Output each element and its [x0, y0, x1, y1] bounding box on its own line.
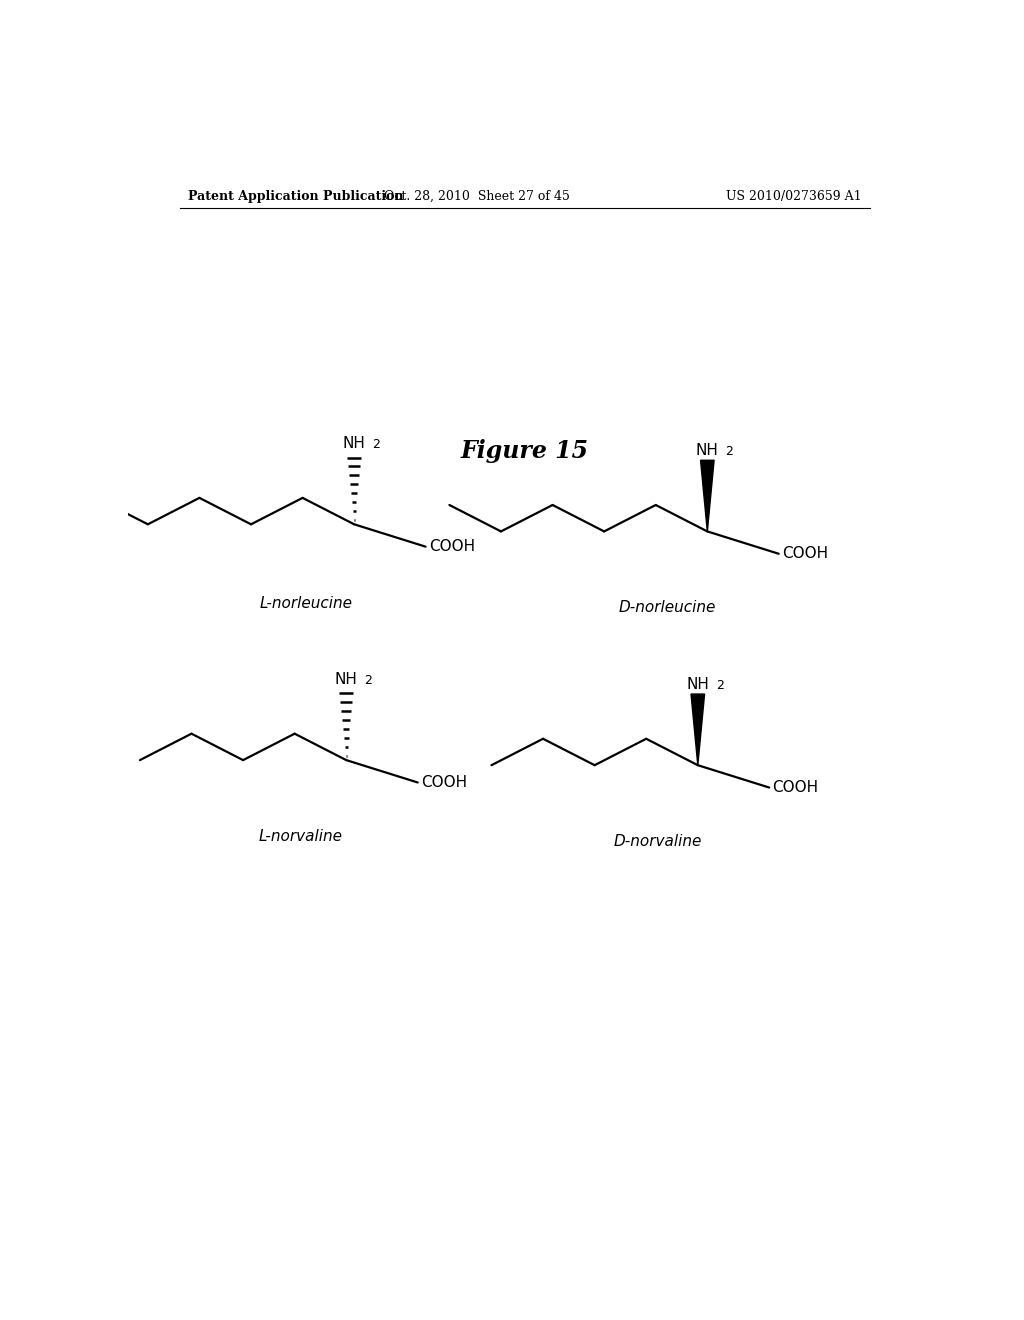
Text: COOH: COOH: [772, 780, 818, 795]
Text: L-norleucine: L-norleucine: [260, 597, 353, 611]
Text: 2: 2: [373, 438, 380, 451]
Text: US 2010/0273659 A1: US 2010/0273659 A1: [726, 190, 862, 202]
Text: 2: 2: [365, 675, 373, 686]
Text: COOH: COOH: [429, 539, 475, 554]
Polygon shape: [691, 694, 705, 766]
Text: D-norvaline: D-norvaline: [614, 834, 702, 849]
Text: NH: NH: [335, 672, 357, 686]
Text: L-norvaline: L-norvaline: [259, 829, 343, 843]
Text: NH: NH: [696, 444, 719, 458]
Text: COOH: COOH: [782, 546, 828, 561]
Text: COOH: COOH: [421, 775, 467, 789]
Text: 2: 2: [726, 445, 733, 458]
Polygon shape: [700, 461, 714, 532]
Text: NH: NH: [686, 677, 710, 692]
Text: NH: NH: [343, 436, 366, 451]
Text: D-norleucine: D-norleucine: [618, 601, 717, 615]
Text: Oct. 28, 2010  Sheet 27 of 45: Oct. 28, 2010 Sheet 27 of 45: [384, 190, 570, 202]
Text: Patent Application Publication: Patent Application Publication: [187, 190, 403, 202]
Text: 2: 2: [716, 678, 724, 692]
Text: Figure 15: Figure 15: [461, 440, 589, 463]
